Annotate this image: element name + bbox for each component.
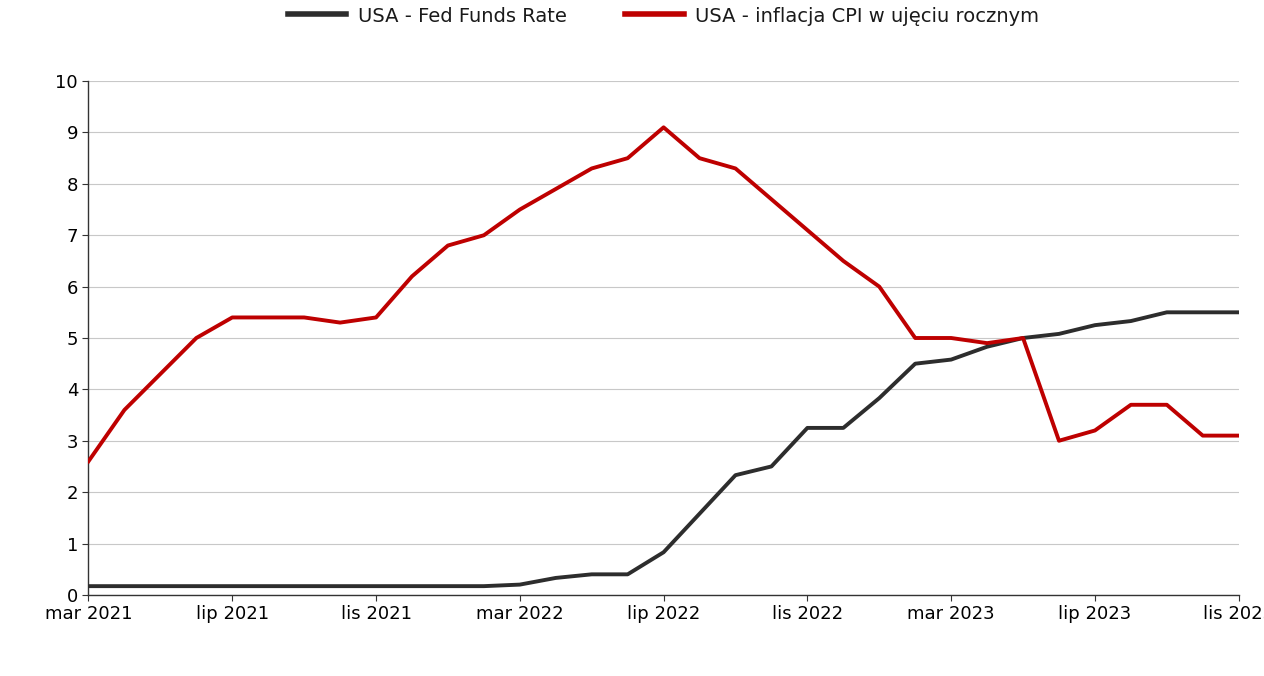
USA - inflacja CPI w ujęciu rocznym [188,334,204,342]
USA - Fed Funds Rate [980,343,995,351]
USA - inflacja CPI w ujęciu rocznym [1087,427,1102,435]
USA - Fed Funds Rate [1052,330,1067,338]
USA - Fed Funds Rate [477,582,492,590]
USA - inflacja CPI w ujęciu rocznym [116,406,131,414]
USA - inflacja CPI w ujęciu rocznym [691,154,707,162]
USA - Fed Funds Rate [225,582,240,590]
USA - inflacja CPI w ujęciu rocznym [943,334,959,342]
USA - inflacja CPI w ujęciu rocznym [1015,334,1030,342]
USA - inflacja CPI w ujęciu rocznym [621,154,636,162]
Line: USA - Fed Funds Rate: USA - Fed Funds Rate [88,312,1239,586]
USA - inflacja CPI w ujęciu rocznym [1052,437,1067,445]
USA - inflacja CPI w ujęciu rocznym [763,195,779,203]
USA - Fed Funds Rate [549,574,564,582]
USA - Fed Funds Rate [836,424,851,432]
USA - inflacja CPI w ujęciu rocznym [728,164,743,172]
USA - inflacja CPI w ujęciu rocznym [1196,431,1211,439]
USA - inflacja CPI w ujęciu rocznym [332,318,348,327]
USA - inflacja CPI w ujęciu rocznym [656,123,671,131]
USA - Fed Funds Rate [260,582,276,590]
USA - Fed Funds Rate [621,571,636,579]
USA - inflacja CPI w ujęciu rocznym [225,314,240,322]
USA - inflacja CPI w ujęciu rocznym [369,314,384,322]
USA - inflacja CPI w ujęciu rocznym [512,206,527,214]
USA - Fed Funds Rate [943,356,959,364]
USA - Fed Funds Rate [1124,317,1139,325]
USA - inflacja CPI w ujęciu rocznym [549,185,564,193]
USA - inflacja CPI w ujęciu rocznym [297,314,312,322]
USA - inflacja CPI w ujęciu rocznym [1124,401,1139,409]
USA - Fed Funds Rate [153,582,168,590]
USA - inflacja CPI w ujęciu rocznym [404,272,420,281]
USA - Fed Funds Rate [1196,308,1211,316]
USA - Fed Funds Rate [440,582,455,590]
USA - inflacja CPI w ujęciu rocznym [440,241,455,249]
Legend: USA - Fed Funds Rate, USA - inflacja CPI w ujęciu rocznym: USA - Fed Funds Rate, USA - inflacja CPI… [281,0,1047,33]
USA - Fed Funds Rate [332,582,348,590]
USA - Fed Funds Rate [512,581,527,589]
USA - Fed Funds Rate [656,548,671,556]
USA - inflacja CPI w ujęciu rocznym [1159,401,1174,409]
USA - Fed Funds Rate [908,360,923,368]
USA - Fed Funds Rate [188,582,204,590]
USA - inflacja CPI w ujęciu rocznym [872,283,887,291]
USA - inflacja CPI w ujęciu rocznym [260,314,276,322]
Line: USA - inflacja CPI w ujęciu rocznym: USA - inflacja CPI w ujęciu rocznym [88,127,1239,461]
USA - Fed Funds Rate [1159,308,1174,316]
USA - Fed Funds Rate [763,462,779,470]
USA - Fed Funds Rate [1015,334,1030,342]
USA - inflacja CPI w ujęciu rocznym [1231,431,1246,439]
USA - Fed Funds Rate [1087,321,1102,329]
USA - Fed Funds Rate [369,582,384,590]
USA - Fed Funds Rate [116,582,131,590]
USA - Fed Funds Rate [81,582,96,590]
USA - Fed Funds Rate [297,582,312,590]
USA - inflacja CPI w ujęciu rocznym [153,370,168,378]
USA - inflacja CPI w ujęciu rocznym [81,457,96,465]
USA - Fed Funds Rate [691,510,707,518]
USA - Fed Funds Rate [1231,308,1246,316]
USA - Fed Funds Rate [584,571,599,579]
USA - inflacja CPI w ujęciu rocznym [800,226,815,234]
USA - inflacja CPI w ujęciu rocznym [836,257,851,265]
USA - Fed Funds Rate [404,582,420,590]
USA - inflacja CPI w ujęciu rocznym [584,164,599,172]
USA - Fed Funds Rate [872,394,887,402]
USA - inflacja CPI w ujęciu rocznym [477,231,492,239]
USA - inflacja CPI w ujęciu rocznym [908,334,923,342]
USA - Fed Funds Rate [728,471,743,479]
USA - inflacja CPI w ujęciu rocznym [980,339,995,347]
USA - Fed Funds Rate [800,424,815,432]
